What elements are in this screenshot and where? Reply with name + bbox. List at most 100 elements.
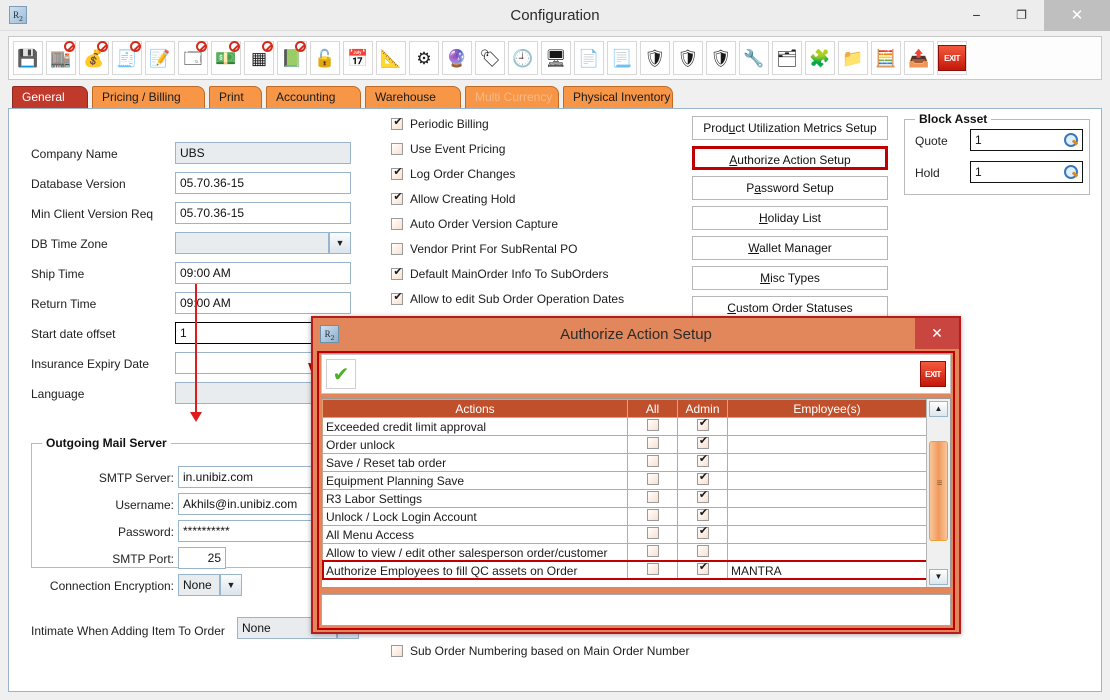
option-periodic-billing-checkbox[interactable]	[391, 115, 404, 130]
option-allow-creating-hold-row[interactable]: Allow Creating Hold	[391, 190, 515, 206]
column-header-all[interactable]: All	[627, 399, 678, 418]
close-button[interactable]: ✕	[1044, 0, 1110, 31]
tab-accounting[interactable]: Accounting	[266, 86, 361, 108]
input-min-client-version-req[interactable]	[175, 202, 351, 224]
currency-setup-icon[interactable]: 💰	[79, 41, 109, 75]
checkbox-admin[interactable]	[696, 563, 710, 575]
scanner-settings-icon[interactable]: 🔧	[739, 41, 769, 75]
checkbox-admin[interactable]	[696, 545, 709, 557]
exit-icon[interactable]: EXIT	[937, 41, 967, 75]
cell-employees[interactable]	[727, 525, 927, 544]
input-db-time-zone[interactable]	[175, 232, 329, 254]
folder-document-icon[interactable]: 🗂	[772, 41, 802, 75]
cell-employees[interactable]	[727, 471, 927, 490]
minimize-button[interactable]: −	[972, 7, 981, 23]
table-row[interactable]: Save / Reset tab order	[322, 453, 927, 472]
table-row[interactable]: Exceeded credit limit approval	[322, 417, 927, 436]
cell-admin[interactable]	[677, 525, 728, 544]
column-header-admin[interactable]: Admin	[677, 399, 728, 418]
table-row[interactable]: Order unlock	[322, 435, 927, 454]
exit-icon[interactable]: EXIT	[920, 361, 946, 387]
cell-employees[interactable]: MANTRA	[727, 561, 927, 580]
form-setup-icon[interactable]: 🗔	[178, 41, 208, 75]
input-smtp-server[interactable]	[178, 466, 340, 488]
window-edit-icon[interactable]: 🖥	[541, 41, 571, 75]
table-row[interactable]: Authorize Employees to fill QC assets on…	[322, 561, 927, 580]
option-vendor-print-for-subrental-po-row[interactable]: Vendor Print For SubRental PO	[391, 242, 577, 256]
checkbox-all[interactable]	[646, 455, 659, 467]
invoice-setup-icon[interactable]: 🧾	[112, 41, 142, 75]
unlock-icon[interactable]: 🔓	[310, 41, 340, 75]
option-allow-to-edit-sub-order-operation-dates-checkbox[interactable]	[391, 290, 404, 305]
input-language[interactable]	[175, 382, 351, 404]
checkbox-all[interactable]	[646, 473, 659, 485]
table-row[interactable]: Equipment Planning Save	[322, 471, 927, 490]
document-import-icon[interactable]: 📃	[607, 41, 637, 75]
cell-employees[interactable]	[727, 453, 927, 472]
input-smtp-port[interactable]	[178, 547, 226, 569]
checkbox-all[interactable]	[646, 437, 659, 449]
checkbox-admin[interactable]	[696, 437, 710, 449]
dropdown-arrow-db-time-zone[interactable]: ▼	[329, 232, 351, 254]
option-vendor-print-for-subrental-po-checkbox[interactable]	[391, 243, 403, 255]
folder-clock-icon[interactable]: 🕘	[508, 41, 538, 75]
cell-employees[interactable]	[727, 543, 927, 562]
checkbox-all[interactable]	[646, 545, 659, 557]
grid-setup-icon[interactable]: ▦	[244, 41, 274, 75]
magnifier-icon-quote[interactable]	[1063, 132, 1079, 148]
input-database-version[interactable]	[175, 172, 351, 194]
cell-employees[interactable]	[727, 489, 927, 508]
input-connection-encryption[interactable]	[178, 574, 220, 596]
tab-general[interactable]: General	[12, 86, 88, 108]
tab-pricing-billing[interactable]: Pricing / Billing	[92, 86, 205, 108]
input-ship-time[interactable]	[175, 262, 351, 284]
input-password[interactable]	[178, 520, 340, 542]
checkbox-all[interactable]	[646, 527, 659, 539]
payment-setup-icon[interactable]: 💵	[211, 41, 241, 75]
cell-all[interactable]	[627, 507, 678, 526]
green-check-icon[interactable]: ✔	[326, 359, 356, 389]
option-use-event-pricing-checkbox[interactable]	[391, 143, 403, 155]
cell-all[interactable]	[627, 543, 678, 562]
maximize-button[interactable]: ❐	[1016, 8, 1027, 22]
tab-print[interactable]: Print	[209, 86, 262, 108]
cell-all[interactable]	[627, 489, 678, 508]
column-header-employee-s[interactable]: Employee(s)	[727, 399, 927, 418]
option-log-order-changes-checkbox[interactable]	[391, 165, 404, 180]
checkbox-admin[interactable]	[696, 491, 710, 503]
cell-employees[interactable]	[727, 435, 927, 454]
color-spheres-icon[interactable]: 🔮	[442, 41, 472, 75]
shipping-setup-icon[interactable]: 🏬	[46, 41, 76, 75]
cell-all[interactable]	[627, 471, 678, 490]
button-holiday-list[interactable]: Holiday List	[692, 206, 888, 230]
cell-admin[interactable]	[677, 471, 728, 490]
tab-physical-inventory[interactable]: Physical Inventory	[563, 86, 673, 108]
table-row[interactable]: Allow to view / edit other salesperson o…	[322, 543, 927, 562]
option-use-event-pricing-row[interactable]: Use Event Pricing	[391, 142, 505, 156]
cell-admin[interactable]	[677, 561, 728, 580]
sub-order-numbering-row[interactable]: Sub Order Numbering based on Main Order …	[391, 644, 689, 658]
option-auto-order-version-capture-checkbox[interactable]	[391, 218, 403, 230]
dropdown-arrow-connection-encryption[interactable]: ▼	[220, 574, 242, 596]
button-product-utilization-metrics-setup[interactable]: Product Utilization Metrics Setup	[692, 116, 888, 140]
cell-admin[interactable]	[677, 453, 728, 472]
edit-note-icon[interactable]: 📝	[145, 41, 175, 75]
cell-admin[interactable]	[677, 489, 728, 508]
button-password-setup[interactable]: Password Setup	[692, 176, 888, 200]
input-insurance-expiry-date[interactable]	[175, 352, 351, 374]
save-icon[interactable]: 💾	[13, 41, 43, 75]
checkbox-all[interactable]	[646, 419, 659, 431]
security-user-icon[interactable]: 🛡	[673, 41, 703, 75]
calendar-icon[interactable]: 📅	[343, 41, 373, 75]
magnifier-icon-hold[interactable]	[1063, 164, 1079, 180]
checkbox-all[interactable]	[646, 563, 659, 575]
button-authorize-action-setup[interactable]: Authorize Action Setup	[692, 146, 888, 170]
cell-all[interactable]	[627, 561, 678, 580]
table-row[interactable]: Unlock / Lock Login Account	[322, 507, 927, 526]
option-auto-order-version-capture-row[interactable]: Auto Order Version Capture	[391, 217, 558, 231]
option-default-mainorder-info-to-suborders-row[interactable]: Default MainOrder Info To SubOrders	[391, 265, 609, 281]
cell-all[interactable]	[627, 453, 678, 472]
cell-admin[interactable]	[677, 435, 728, 454]
cell-all[interactable]	[627, 525, 678, 544]
sub-order-numbering-checkbox[interactable]	[391, 645, 403, 657]
